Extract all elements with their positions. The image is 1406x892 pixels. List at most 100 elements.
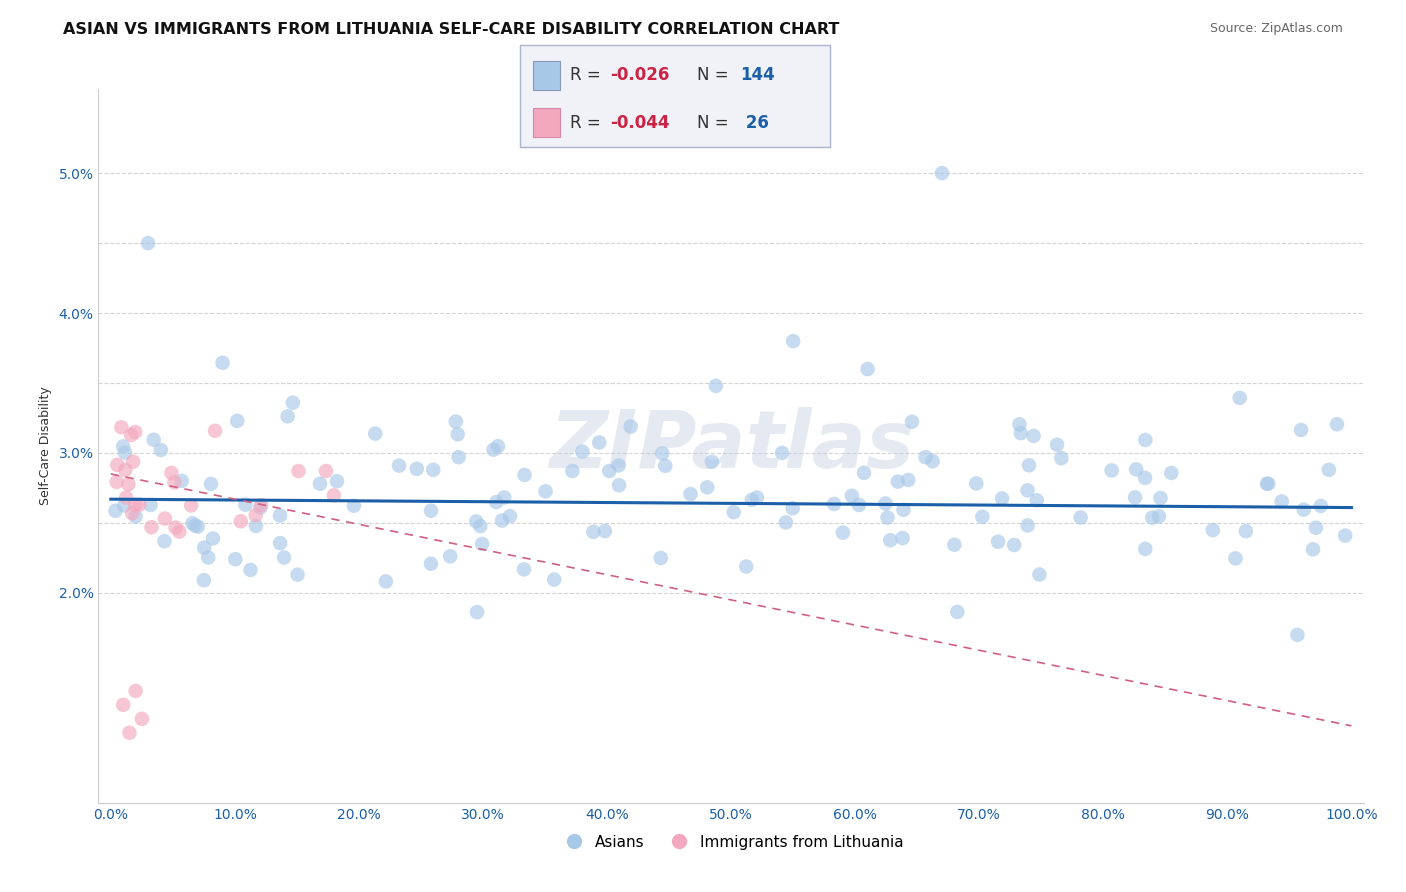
Point: [181, 516, 204, 531]
Point: [582, 524, 605, 539]
Point: [972, 509, 994, 524]
Point: [1149, 491, 1171, 505]
Point: [914, 450, 936, 465]
Point: [485, 495, 508, 509]
Point: [187, 519, 209, 533]
Text: R =: R =: [569, 66, 600, 85]
Point: [887, 475, 910, 489]
Point: [169, 524, 191, 539]
Point: [901, 415, 924, 429]
Point: [269, 508, 291, 523]
Point: [269, 536, 291, 550]
Point: [470, 519, 492, 533]
Point: [832, 525, 855, 540]
Point: [124, 684, 146, 698]
Point: [853, 466, 876, 480]
Point: [1133, 471, 1156, 485]
Point: [250, 498, 273, 512]
Point: [782, 334, 804, 348]
Point: [513, 467, 536, 482]
Point: [471, 537, 494, 551]
Point: [745, 491, 768, 505]
Point: [704, 379, 727, 393]
Point: [160, 466, 183, 480]
Point: [420, 504, 443, 518]
Point: [374, 574, 396, 589]
Point: [891, 531, 914, 545]
Point: [136, 236, 159, 251]
Point: [1229, 391, 1251, 405]
Point: [1309, 499, 1331, 513]
Point: [364, 426, 387, 441]
Point: [593, 524, 616, 538]
Point: [124, 498, 146, 512]
Text: R =: R =: [569, 113, 600, 131]
Point: [142, 433, 165, 447]
Text: 144: 144: [740, 66, 775, 85]
Point: [184, 518, 207, 533]
Point: [534, 484, 557, 499]
Point: [1050, 451, 1073, 466]
Text: ASIAN VS IMMIGRANTS FROM LITHUANIA SELF-CARE DISABILITY CORRELATION CHART: ASIAN VS IMMIGRANTS FROM LITHUANIA SELF-…: [63, 22, 839, 37]
Point: [1257, 476, 1279, 491]
Point: [491, 514, 513, 528]
Point: [245, 519, 267, 533]
Point: [893, 503, 915, 517]
Point: [1070, 510, 1092, 524]
FancyBboxPatch shape: [533, 61, 561, 90]
Point: [486, 439, 509, 453]
Text: ZIPatlas: ZIPatlas: [548, 407, 914, 485]
Point: [1135, 433, 1157, 447]
Point: [965, 476, 987, 491]
Point: [1317, 463, 1340, 477]
Point: [1234, 524, 1257, 538]
Point: [823, 497, 845, 511]
Point: [1326, 417, 1348, 432]
Point: [1286, 628, 1309, 642]
Point: [105, 475, 128, 489]
Point: [1046, 438, 1069, 452]
Point: [879, 533, 901, 548]
Point: [607, 458, 630, 473]
Point: [607, 478, 630, 492]
Point: [287, 567, 309, 582]
Point: [124, 425, 146, 439]
Point: [1017, 483, 1039, 498]
Point: [921, 454, 943, 468]
Point: [1123, 491, 1146, 505]
Point: [1010, 426, 1032, 441]
Point: [841, 489, 863, 503]
Point: [1334, 528, 1357, 542]
Point: [131, 712, 153, 726]
Point: [287, 464, 309, 478]
Point: [543, 573, 565, 587]
Point: [153, 511, 176, 525]
Point: [114, 463, 136, 477]
Point: [571, 444, 593, 458]
Point: [444, 415, 467, 429]
Point: [741, 492, 763, 507]
Point: [1002, 538, 1025, 552]
Text: N =: N =: [696, 113, 728, 131]
Point: [105, 458, 128, 472]
Point: [193, 573, 215, 587]
Point: [1125, 462, 1147, 476]
Point: [991, 491, 1014, 506]
Point: [110, 420, 132, 434]
Point: [141, 520, 163, 534]
Point: [447, 450, 470, 465]
Point: [598, 464, 620, 478]
Point: [315, 464, 337, 478]
Point: [1142, 510, 1164, 524]
Point: [163, 475, 186, 490]
Point: [388, 458, 411, 473]
Point: [343, 499, 366, 513]
Point: [309, 476, 332, 491]
Point: [987, 534, 1010, 549]
Point: [420, 557, 443, 571]
Point: [1305, 521, 1327, 535]
Point: [1225, 551, 1247, 566]
Point: [180, 499, 202, 513]
Point: [122, 455, 145, 469]
Text: -0.026: -0.026: [610, 66, 669, 85]
